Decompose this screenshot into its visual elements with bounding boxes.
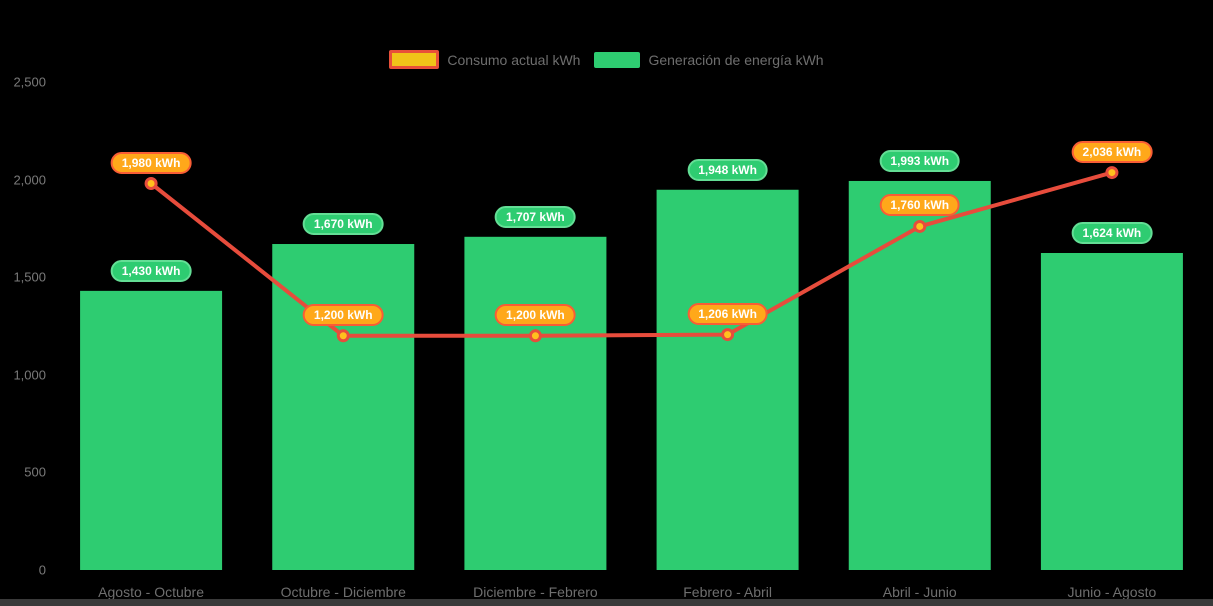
bar-Agosto - Octubre[interactable] xyxy=(80,290,223,570)
bar-value-label: 1,707 kWh xyxy=(495,205,576,228)
line-point-Agosto - Octubre[interactable] xyxy=(144,177,158,191)
line-value-label: 1,980 kWh xyxy=(110,151,192,174)
line-value-label: 1,200 kWh xyxy=(302,303,384,326)
bar-value-label: 1,624 kWh xyxy=(1071,221,1153,244)
bar-Abril - Junio[interactable] xyxy=(848,180,991,570)
bar-Diciembre - Febrero[interactable] xyxy=(464,236,607,571)
x-axis-label: Febrero - Abril xyxy=(683,584,772,600)
bottom-bar xyxy=(0,599,1213,606)
bar-value-label: 1,993 kWh xyxy=(879,149,961,172)
y-axis-tick-label: 0 xyxy=(38,562,46,578)
legend-item-consumo-actual[interactable]: Consumo actual kWh xyxy=(389,50,580,69)
bar-series-swatch-icon xyxy=(594,51,641,68)
line-series-swatch-icon xyxy=(389,50,440,69)
bar-Junio - Agosto[interactable] xyxy=(1040,252,1183,571)
line-point-Febrero - Abril[interactable] xyxy=(721,328,735,342)
y-axis-tick-label: 2,500 xyxy=(13,74,46,90)
line-value-label: 1,206 kWh xyxy=(687,302,768,325)
x-axis-label: Octubre - Diciembre xyxy=(280,584,406,600)
line-point-Diciembre - Febrero[interactable] xyxy=(528,329,542,343)
line-value-label: 1,760 kWh xyxy=(879,194,961,217)
line-value-label: 1,200 kWh xyxy=(495,303,576,326)
bar-value-label: 1,430 kWh xyxy=(110,259,192,282)
bar-value-label: 1,948 kWh xyxy=(687,158,768,181)
legend: Consumo actual kWh Generación de energía… xyxy=(0,50,1213,69)
line-point-Abril - Junio[interactable] xyxy=(913,219,927,233)
line-value-label: 2,036 kWh xyxy=(1071,140,1153,163)
y-axis-tick-label: 1,000 xyxy=(13,367,46,383)
x-axis-label: Diciembre - Febrero xyxy=(473,584,598,600)
legend-label-generacion-energia: Generación de energía kWh xyxy=(648,51,824,68)
line-point-Junio - Agosto[interactable] xyxy=(1105,166,1119,180)
line-point-Octubre - Diciembre[interactable] xyxy=(336,329,350,343)
y-axis-tick-label: 2,000 xyxy=(13,172,46,188)
y-axis-tick-label: 500 xyxy=(24,464,46,480)
legend-item-generacion-energia[interactable]: Generación de energía kWh xyxy=(594,51,824,68)
bar-Febrero - Abril[interactable] xyxy=(656,189,799,570)
bar-Octubre - Diciembre[interactable] xyxy=(272,244,415,571)
x-axis-label: Junio - Agosto xyxy=(1067,584,1157,600)
bar-value-label: 1,670 kWh xyxy=(302,213,384,236)
y-axis-tick-label: 1,500 xyxy=(13,269,46,285)
x-axis-label: Agosto - Octubre xyxy=(98,584,204,600)
legend-label-consumo-actual: Consumo actual kWh xyxy=(447,51,581,68)
x-axis-label: Abril - Junio xyxy=(882,584,957,600)
